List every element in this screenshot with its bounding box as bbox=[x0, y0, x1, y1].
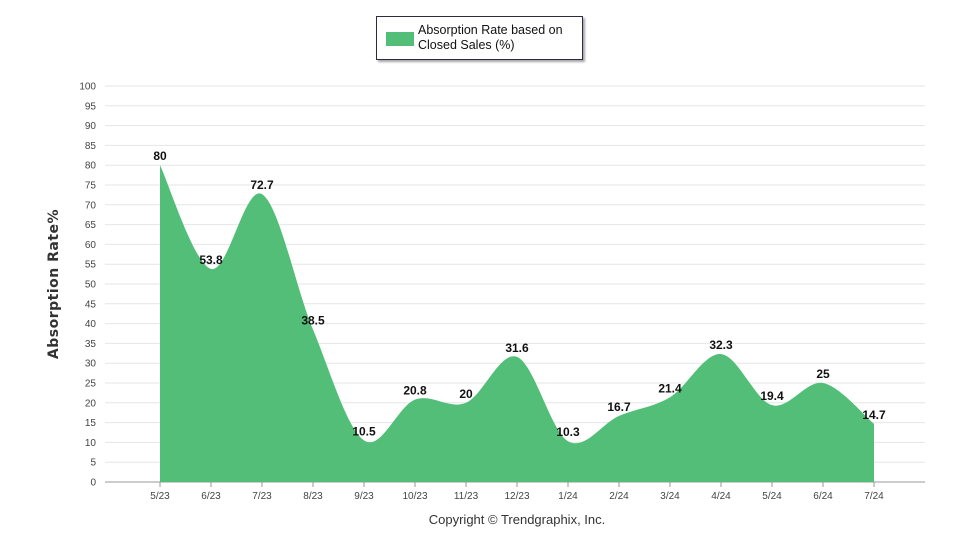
data-label: 38.5 bbox=[301, 314, 325, 328]
x-tick-label: 2/24 bbox=[609, 491, 629, 502]
y-tick-label: 20 bbox=[85, 398, 97, 409]
y-tick-label: 45 bbox=[85, 299, 97, 310]
x-tick-label: 11/23 bbox=[454, 491, 479, 502]
data-label: 80 bbox=[153, 149, 167, 163]
x-tick-label: 9/23 bbox=[354, 491, 374, 502]
data-label: 53.8 bbox=[199, 253, 223, 267]
y-tick-label: 100 bbox=[79, 82, 96, 93]
x-tick-label: 1/24 bbox=[558, 491, 578, 502]
y-tick-label: 55 bbox=[85, 260, 97, 271]
x-tick-label: 5/24 bbox=[762, 491, 782, 502]
copyright-text: Copyright © Trendgraphix, Inc. bbox=[429, 512, 606, 527]
x-tick-label: 12/23 bbox=[504, 491, 529, 502]
y-tick-label: 60 bbox=[85, 240, 97, 251]
legend-swatch bbox=[386, 32, 414, 46]
x-tick-label: 3/24 bbox=[660, 491, 680, 502]
area-series bbox=[160, 165, 874, 482]
y-tick-label: 50 bbox=[85, 280, 97, 291]
y-tick-label: 0 bbox=[90, 478, 96, 489]
data-labels: 80 53.8 72.7 38.5 10.5 20.8 20 31.6 10.3 16.7 21.4… bbox=[153, 149, 886, 439]
data-label: 14.7 bbox=[862, 408, 886, 422]
data-label: 20.8 bbox=[403, 384, 427, 398]
data-label: 31.6 bbox=[505, 341, 529, 355]
data-label: 10.5 bbox=[352, 424, 376, 438]
legend-label: Absorption Rate based on Closed Sales (%… bbox=[418, 23, 563, 52]
x-tick-label: 6/23 bbox=[201, 491, 221, 502]
x-tick-label: 4/24 bbox=[711, 491, 731, 502]
x-tick-label: 8/23 bbox=[303, 491, 323, 502]
x-tick-label: 5/23 bbox=[150, 491, 170, 502]
y-tick-label: 5 bbox=[90, 458, 96, 469]
data-label: 10.3 bbox=[556, 425, 580, 439]
legend: Absorption Rate based on Closed Sales (%… bbox=[376, 16, 583, 60]
y-axis-title: Absorption Rate% bbox=[46, 209, 62, 359]
data-label: 21.4 bbox=[658, 381, 682, 395]
x-tick-label: 10/23 bbox=[402, 491, 427, 502]
y-axis-ticks: 0 5 10 15 20 25 30 35 40 45 50 55 60 65 70 75 80 85 90 95 10… bbox=[79, 82, 96, 489]
y-tick-label: 10 bbox=[85, 438, 97, 449]
y-tick-label: 35 bbox=[85, 339, 97, 350]
area-fill bbox=[160, 165, 874, 482]
y-tick-label: 65 bbox=[85, 220, 97, 231]
y-tick-label: 25 bbox=[85, 379, 97, 390]
x-axis-ticks: 5/23 6/23 7/23 8/23 9/23 10/23 11/23 12/23 1/24 2… bbox=[150, 482, 884, 502]
y-tick-label: 30 bbox=[85, 359, 97, 370]
y-tick-label: 70 bbox=[85, 200, 97, 211]
y-tick-label: 95 bbox=[85, 101, 97, 112]
y-tick-label: 80 bbox=[85, 161, 97, 172]
x-tick-label: 7/23 bbox=[252, 491, 272, 502]
y-tick-label: 75 bbox=[85, 181, 97, 192]
x-tick-label: 7/24 bbox=[864, 491, 884, 502]
y-tick-label: 15 bbox=[85, 418, 97, 429]
data-label: 25 bbox=[816, 367, 830, 381]
y-tick-label: 40 bbox=[85, 319, 97, 330]
data-label: 72.7 bbox=[250, 178, 274, 192]
y-tick-label: 90 bbox=[85, 121, 97, 132]
data-label: 20 bbox=[459, 387, 473, 401]
x-tick-label: 6/24 bbox=[813, 491, 833, 502]
data-label: 16.7 bbox=[607, 400, 631, 414]
y-tick-label: 85 bbox=[85, 141, 97, 152]
data-label: 19.4 bbox=[760, 389, 784, 403]
data-label: 32.3 bbox=[709, 338, 733, 352]
